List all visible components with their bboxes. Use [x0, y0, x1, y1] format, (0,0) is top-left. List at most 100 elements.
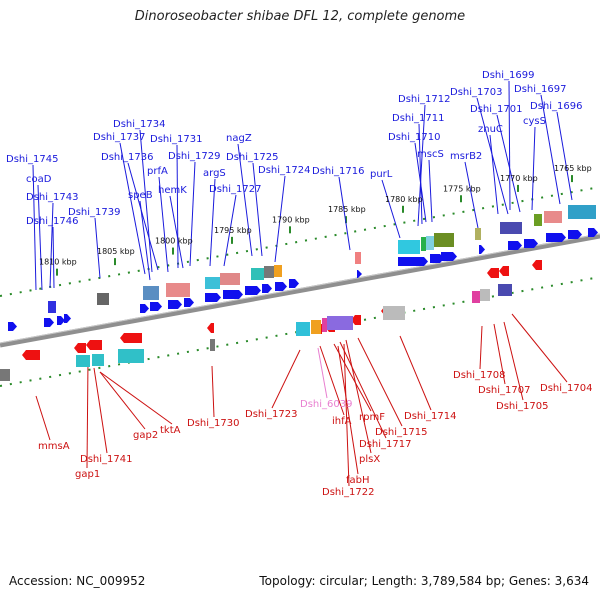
feature-box [92, 354, 104, 366]
label-connector [417, 104, 426, 227]
map-title: Dinoroseobacter shibae DFL 12, complete … [134, 9, 466, 24]
forward-gene [184, 298, 194, 307]
gene-label-lower: Dshi_1704 [540, 383, 592, 394]
feature-box [472, 291, 480, 303]
gene-label-lower: Dshi_1730 [187, 418, 239, 429]
gene-label-lower: Dshi_1714 [404, 411, 456, 422]
gene-label-upper: Dshi_1725 [226, 152, 278, 163]
label-connector [508, 80, 511, 211]
gene-label-upper: Dshi_1731 [150, 134, 202, 145]
label-connector [158, 176, 169, 273]
forward-gene [430, 254, 444, 263]
feature-box [383, 306, 405, 320]
forward-gene [262, 284, 272, 293]
gene-label-lower: Dshi_1715 [375, 427, 427, 438]
gene-label-lower: Dshi_1741 [80, 454, 132, 465]
scale-label: 1780 kbp [385, 195, 423, 204]
forward-gene [223, 290, 243, 299]
label-connector [139, 200, 151, 281]
feature-box [544, 211, 562, 223]
gene-label-upper: Dshi_1729 [168, 151, 220, 162]
label-connector [503, 321, 524, 401]
gene-label-lower: mmsA [38, 441, 70, 452]
feature-box [322, 318, 327, 332]
label-connector [339, 341, 387, 439]
label-connector [556, 111, 573, 201]
forward-gene [568, 230, 582, 239]
label-connector [189, 161, 196, 267]
gene-label-upper: Dshi_1696 [530, 101, 582, 112]
feature-box [500, 222, 522, 234]
label-connector [32, 164, 37, 291]
label-connector [211, 365, 215, 418]
gene-label-lower: Dshi_1705 [496, 401, 548, 412]
gene-label-lower: Dshi_1722 [322, 487, 374, 498]
label-connector [119, 142, 146, 275]
forward-gene [64, 314, 71, 323]
gene-label-lower: Dshi_1708 [453, 370, 505, 381]
feature-box [498, 284, 512, 296]
gene-label-upper: Dshi_1712 [398, 94, 450, 105]
gene-label-lower: Dshi_1723 [245, 409, 297, 420]
reverse-gene [74, 343, 86, 353]
feature-box [426, 236, 434, 250]
gene-label-upper: Dshi_1734 [113, 119, 165, 130]
gene-label-lower: gap2 [133, 430, 158, 441]
scale-label: 1810 kbp [39, 258, 77, 267]
gene-label-upper: Dshi_1710 [388, 132, 440, 143]
feature-box [421, 237, 426, 251]
reverse-gene [120, 333, 142, 343]
gene-label-upper: Dshi_1743 [26, 192, 78, 203]
feature-box [534, 214, 542, 226]
feature-box [568, 205, 596, 219]
label-connector [414, 142, 427, 223]
gene-label-upper: argS [203, 168, 226, 179]
label-connector [274, 175, 286, 263]
gene-label-upper: mscS [417, 149, 444, 160]
gene-label-upper: Dshi_1724 [258, 165, 310, 176]
forward-gene [479, 245, 485, 254]
forward-gene [44, 318, 54, 327]
scale-label: 1805 kbp [97, 247, 135, 256]
forward-gene [588, 228, 598, 237]
reverse-gene [499, 266, 509, 276]
forward-gene [8, 322, 17, 331]
label-connector [540, 94, 561, 205]
feature-box [327, 316, 353, 330]
feature-box [143, 286, 159, 300]
label-connector [223, 194, 237, 267]
feature-box [480, 289, 490, 301]
gene-label-lower: ihfA [332, 416, 352, 427]
gene-label-lower: Dshi_6039 [300, 399, 352, 410]
feature-box [220, 273, 240, 285]
label-connector [381, 179, 401, 239]
label-connector [209, 178, 216, 267]
label-connector [86, 359, 89, 469]
label-connector [496, 114, 521, 213]
scale-label: 1775 kbp [443, 184, 481, 193]
label-connector [418, 123, 423, 225]
label-connector [271, 349, 301, 409]
gene-label-upper: msrB2 [450, 151, 482, 162]
scale-label: 1795 kbp [214, 226, 252, 235]
feature-box [398, 240, 420, 254]
reverse-gene [351, 315, 361, 325]
backbone-highlight [0, 233, 600, 344]
gene-label-upper: coaD [26, 174, 52, 185]
gene-label-upper: Dshi_1727 [209, 184, 261, 195]
forward-gene [275, 282, 287, 291]
gene-label-upper: speB [128, 190, 153, 201]
forward-gene [289, 279, 299, 288]
forward-gene [205, 293, 221, 302]
feature-box [251, 268, 264, 280]
label-connector [52, 226, 55, 289]
label-connector [319, 345, 345, 416]
feature-box [434, 233, 454, 247]
label-connector [93, 367, 108, 454]
scale-label: 1800 kbp [155, 237, 193, 246]
gene-label-upper: Dshi_1739 [68, 207, 120, 218]
feature-box [355, 252, 361, 264]
gene-label-upper: Dshi_1711 [392, 113, 444, 124]
label-connector [169, 195, 184, 269]
